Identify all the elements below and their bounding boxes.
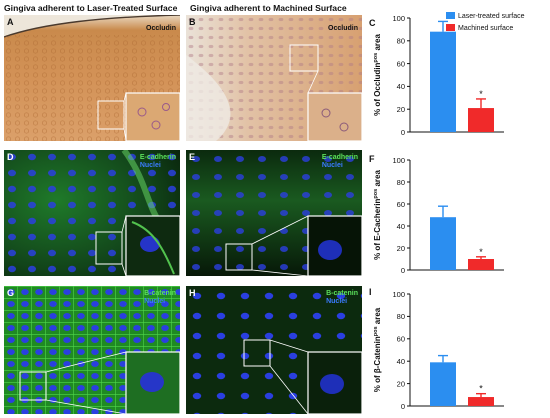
chart-letter-i: I <box>369 287 372 297</box>
left-column-title: Gingiva adherent to Laser-Treated Surfac… <box>4 3 178 13</box>
y-tick-label: 40 <box>397 82 405 91</box>
panel-label-h: H <box>189 288 196 298</box>
micrograph-h-image <box>186 286 362 414</box>
micrograph-panel-h: H B-catenin Nuclei <box>186 286 362 414</box>
y-axis-label: % of Occludinpos area <box>373 34 382 116</box>
significance-marker: * <box>479 384 483 394</box>
y-tick-label: 20 <box>397 379 405 388</box>
legend-swatch <box>446 12 455 19</box>
y-tick-label: 80 <box>397 37 405 46</box>
micrograph-a-image <box>4 15 180 141</box>
micrograph-e-image <box>186 150 362 276</box>
stain-label-a: Occludin <box>146 25 176 32</box>
y-tick-label: 40 <box>397 357 405 366</box>
significance-marker: * <box>479 89 483 99</box>
stain-label-b: Occludin <box>328 25 358 32</box>
y-tick-label: 20 <box>397 244 405 253</box>
y-tick-label: 100 <box>392 156 405 165</box>
legend-label: Machined surface <box>458 25 513 32</box>
bar-laser-treated <box>430 362 456 406</box>
y-tick-label: 0 <box>401 402 405 411</box>
micrograph-d-image <box>4 150 180 276</box>
micrograph-panel-d: D E-cadherin Nuclei <box>4 150 180 276</box>
y-axis-label: % of β-Cateninpos area <box>373 307 382 392</box>
bar-machined <box>468 108 494 132</box>
stain-label-e: E-cadherin Nuclei <box>321 154 358 169</box>
stain-label-g: B-catenin Nuclei <box>144 290 176 305</box>
micrograph-panel-b: B Occludin <box>186 15 362 141</box>
bar-chart-e-cadherin: 0 20 40 60 80 100 % of E-Cacherinpos area * <box>373 156 504 275</box>
bar-chart-beta-catenin: 0 20 40 60 80 100 % of β-Cateninpos area * <box>373 290 504 411</box>
legend-label: Laser-treated surface <box>458 13 525 20</box>
right-column-title: Gingiva adherent to Machined Surface <box>190 3 347 13</box>
bar-laser-treated <box>430 217 456 270</box>
y-tick-label: 40 <box>397 222 405 231</box>
chart-letter-f: F <box>369 154 375 164</box>
y-tick-label: 20 <box>397 105 405 114</box>
axes-f: 0 20 40 60 80 100 <box>392 156 504 275</box>
legend-swatch <box>446 24 455 31</box>
micrograph-panel-e: E E-cadherin Nuclei <box>186 150 362 276</box>
y-tick-label: 0 <box>401 128 405 137</box>
y-tick-label: 80 <box>397 312 405 321</box>
y-tick-label: 100 <box>392 290 405 299</box>
axes-i: 0 20 40 60 80 100 <box>392 290 504 411</box>
micrograph-panel-g: G B-catenin Nuclei <box>4 286 180 414</box>
bar-machined <box>468 259 494 270</box>
bar-machined <box>468 397 494 406</box>
chart-letter-c: C <box>369 18 376 28</box>
y-tick-label: 60 <box>397 335 405 344</box>
panel-label-e: E <box>189 152 196 162</box>
y-tick-label: 60 <box>397 200 405 209</box>
y-tick-label: 60 <box>397 59 405 68</box>
panel-label-g: G <box>7 288 15 298</box>
stain-label-d: E-cadherin Nuclei <box>139 154 176 169</box>
micrograph-g-image <box>4 286 180 414</box>
y-tick-label: 80 <box>397 178 405 187</box>
panel-label-b: B <box>189 17 196 27</box>
bar-chart-occludin: 0 20 40 60 80 100 % of Occludinpos area * Laser-… <box>373 12 525 137</box>
y-tick-label: 0 <box>401 266 405 275</box>
panel-label-d: D <box>7 152 14 162</box>
panel-label-a: A <box>7 17 14 27</box>
bar-laser-treated <box>430 31 456 132</box>
micrograph-panel-a: A Occludin <box>4 15 180 141</box>
micrograph-b-image <box>186 15 362 141</box>
significance-marker: * <box>479 247 483 257</box>
stain-label-h: B-catenin Nuclei <box>326 290 358 305</box>
y-axis-label: % of E-Cacherinpos area <box>373 170 382 260</box>
y-tick-label: 100 <box>392 14 405 23</box>
